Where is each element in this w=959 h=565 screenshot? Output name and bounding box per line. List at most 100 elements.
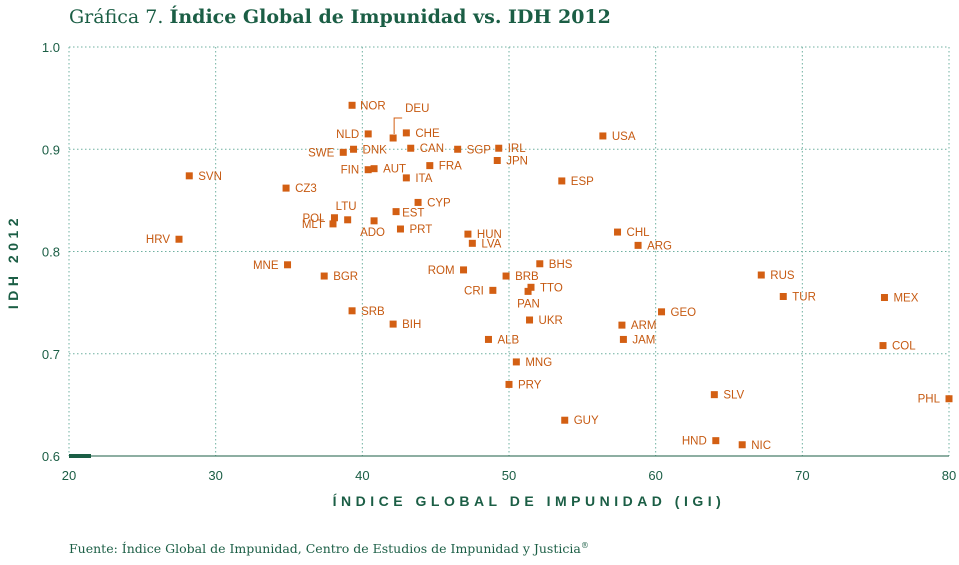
point-label-dnk: DNK: [363, 144, 388, 156]
x-tick-label: 70: [795, 468, 809, 483]
point-svn: [185, 172, 193, 180]
point-cri: [489, 286, 497, 294]
point-label-bhs: BHS: [549, 259, 573, 271]
point-label-lva: LVA: [481, 238, 501, 250]
point-esp: [558, 177, 566, 185]
point-guy: [561, 416, 569, 424]
point-mng: [512, 358, 520, 366]
point-alb: [484, 335, 492, 343]
point-hnd: [712, 437, 720, 445]
point-arg: [634, 241, 642, 249]
title-prefix: Gráfica 7.: [69, 6, 164, 28]
point-pol: [330, 214, 338, 222]
y-tick-label: 0.8: [42, 245, 60, 260]
point-rom: [460, 266, 468, 274]
registered-mark: ®: [580, 541, 589, 550]
point-label-fra: FRA: [439, 161, 462, 173]
x-tick-label: 40: [355, 468, 369, 483]
point-brb: [502, 272, 510, 280]
point-label-guy: GUY: [574, 415, 599, 427]
x-tick-label: 80: [942, 468, 956, 483]
point-label-jam: JAM: [632, 334, 655, 346]
point-hun: [464, 230, 472, 238]
point-label-alb: ALB: [497, 334, 519, 346]
chart-title: Gráfica 7. Índice Global de Impunidad vs…: [69, 6, 611, 28]
point-label-mng: MNG: [525, 357, 552, 369]
point-nic: [738, 441, 746, 449]
point-label-col: COL: [892, 341, 916, 353]
point-label-pan: PAN: [517, 298, 540, 310]
point-phl: [945, 395, 953, 403]
point-label-tur: TUR: [792, 291, 816, 303]
point-usa: [599, 132, 607, 140]
point-label-svn: SVN: [198, 171, 222, 183]
point-label-can: CAN: [420, 143, 444, 155]
point-tto: [527, 283, 535, 291]
point-swe: [339, 148, 347, 156]
point-label-cri: CRI: [464, 285, 484, 297]
axes: [68, 47, 949, 458]
point-cyp: [414, 198, 422, 206]
point-label-hnd: HND: [682, 436, 707, 448]
point-label-chl: CHL: [627, 227, 651, 239]
point-label-deu: DEU: [405, 103, 429, 115]
point-label-nld: NLD: [336, 129, 359, 141]
point-pry: [505, 380, 513, 388]
point-arm: [618, 321, 626, 329]
y-tick-label: 0.6: [42, 449, 60, 464]
point-bhs: [536, 260, 544, 268]
point-bih: [389, 320, 397, 328]
point-deu: [389, 134, 397, 142]
point-label-prt: PRT: [409, 224, 432, 236]
point-label-est: EST: [402, 208, 424, 220]
point-label-pol: POL: [302, 213, 326, 225]
point-rus: [757, 271, 765, 279]
point-label-fin: FIN: [341, 165, 360, 177]
point-label-tto: TTO: [540, 282, 563, 294]
point-mex: [880, 294, 888, 302]
point-fin: [364, 166, 372, 174]
x-tick-label: 50: [502, 468, 516, 483]
point-lva: [468, 239, 476, 247]
point-dnk: [350, 145, 358, 153]
point-label-esp: ESP: [571, 176, 594, 188]
grid-lines: [69, 46, 950, 456]
point-can: [407, 144, 415, 152]
point-prt: [396, 225, 404, 233]
point-label-arg: ARG: [647, 240, 672, 252]
point-label-che: CHE: [415, 128, 440, 140]
point-label-hrv: HRV: [146, 234, 170, 246]
point-label-mlt: MLT: [302, 219, 324, 231]
x-tick-label: 30: [208, 468, 222, 483]
y-tick-label: 0.7: [42, 347, 60, 362]
data-points: [175, 101, 953, 449]
point-label-cyp: CYP: [427, 197, 451, 209]
point-tur: [779, 292, 787, 300]
source-note: Fuente: Índice Global de Impunidad, Cent…: [69, 541, 589, 556]
point-label-mne: MNE: [253, 260, 279, 272]
point-aut: [370, 165, 378, 173]
point-label-phl: PHL: [918, 394, 941, 406]
point-nld: [364, 130, 372, 138]
title-main: Índice Global de Impunidad vs. IDH 2012: [169, 6, 611, 28]
point-ukr: [526, 316, 534, 324]
source-text: Fuente: Índice Global de Impunidad, Cent…: [69, 541, 581, 557]
point-ltu: [344, 216, 352, 224]
point-hrv: [175, 235, 183, 243]
point-jam: [619, 335, 627, 343]
point-label-ukr: UKR: [539, 315, 563, 327]
point-label-rom: ROM: [428, 265, 455, 277]
point-ita: [402, 174, 410, 182]
point-label-mex: MEX: [893, 293, 918, 305]
point-mne: [284, 261, 292, 269]
point-geo: [658, 308, 666, 316]
point-label-swe: SWE: [308, 147, 335, 159]
point-label-irl: IRL: [508, 143, 527, 155]
point-che: [402, 129, 410, 137]
point-label-sgp: SGP: [467, 144, 492, 156]
point-label-pry: PRY: [518, 379, 542, 391]
point-sgp: [454, 145, 462, 153]
point-label-srb: SRB: [361, 306, 385, 318]
